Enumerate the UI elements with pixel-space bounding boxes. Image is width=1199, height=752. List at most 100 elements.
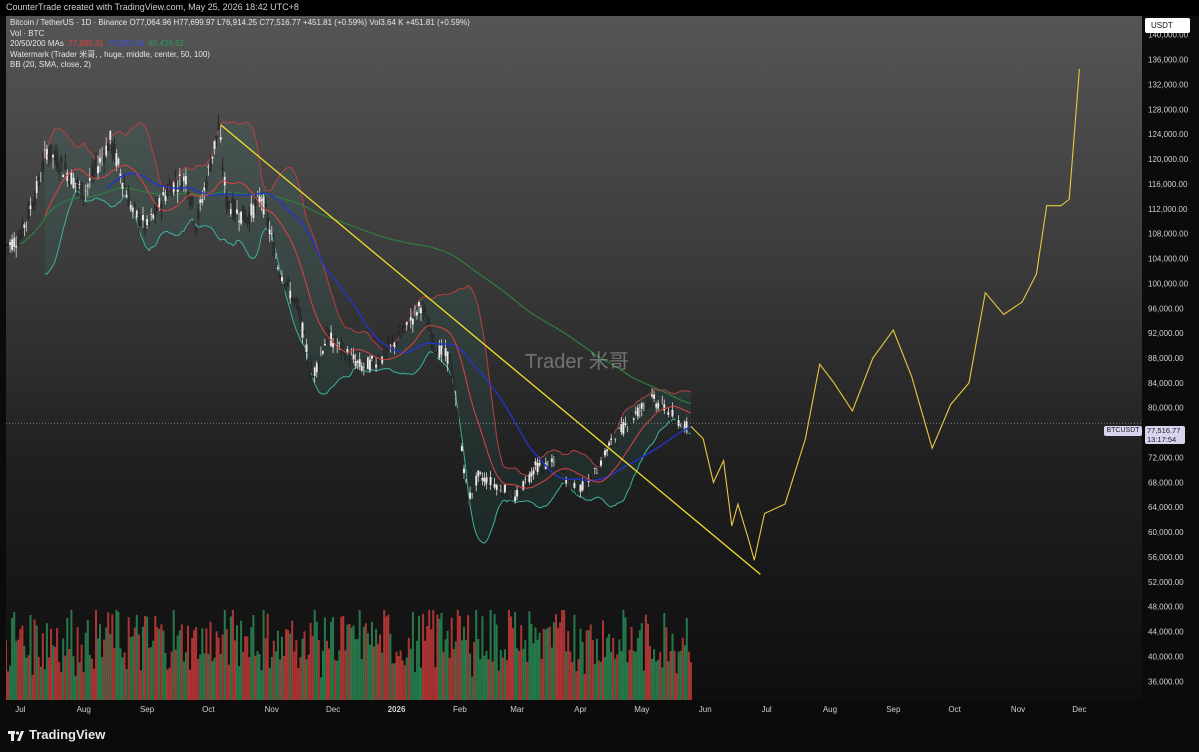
ma50-value: 76,953.46 bbox=[108, 39, 144, 48]
candle-body bbox=[51, 154, 55, 158]
volume-bar bbox=[371, 621, 373, 700]
candle-body bbox=[397, 331, 400, 338]
candle-body bbox=[356, 360, 359, 364]
volume-bar bbox=[123, 652, 126, 700]
candle-body bbox=[284, 283, 288, 287]
candle-body bbox=[411, 318, 415, 325]
bb-lower-line bbox=[44, 190, 692, 544]
candle-body bbox=[552, 462, 556, 464]
volume-bar bbox=[160, 624, 163, 700]
volume-bar bbox=[315, 621, 318, 700]
volume-bar bbox=[146, 616, 149, 700]
volume-bar bbox=[201, 628, 204, 700]
candle-body bbox=[413, 308, 417, 310]
volume-bar bbox=[546, 628, 549, 700]
price-chart[interactable] bbox=[6, 16, 1142, 700]
projection-path bbox=[690, 68, 1080, 561]
candle-body bbox=[43, 149, 47, 151]
volume-bar bbox=[9, 665, 12, 700]
volume-bar bbox=[39, 666, 42, 700]
downtrend-line bbox=[220, 124, 761, 575]
volume-bar bbox=[291, 620, 294, 700]
volume-bar bbox=[342, 616, 345, 700]
candle-body bbox=[293, 299, 296, 301]
volume-bar bbox=[465, 640, 467, 700]
currency-button[interactable]: USDT bbox=[1145, 18, 1190, 33]
volume-bar bbox=[293, 651, 296, 700]
volume-bar bbox=[252, 615, 255, 700]
volume-bar bbox=[260, 670, 263, 700]
volume-bar bbox=[279, 659, 281, 700]
volume-bar bbox=[334, 660, 337, 700]
volume-bar bbox=[270, 657, 273, 700]
volume-bar bbox=[117, 611, 120, 700]
candle-body bbox=[368, 359, 372, 371]
volume-bar bbox=[244, 636, 247, 700]
candle-body bbox=[471, 493, 474, 495]
volume-bar bbox=[193, 630, 196, 700]
volume-bar bbox=[657, 659, 660, 700]
volume-bar bbox=[311, 636, 314, 700]
candle-body bbox=[558, 466, 562, 468]
candle-body bbox=[152, 214, 155, 219]
candle-body bbox=[321, 350, 325, 354]
volume-bar bbox=[608, 633, 611, 700]
volume-bar bbox=[411, 612, 414, 700]
candle-body bbox=[106, 143, 110, 151]
candle-body bbox=[509, 489, 513, 499]
candle-body bbox=[317, 362, 321, 366]
candle-body bbox=[180, 183, 183, 190]
y-tick-label: 120,000.00 bbox=[1148, 155, 1189, 164]
x-tick-label: Dec bbox=[326, 705, 340, 714]
candle-body bbox=[376, 359, 380, 364]
candle-body bbox=[624, 423, 627, 426]
volume-bar bbox=[11, 618, 14, 700]
candle-body bbox=[513, 496, 517, 502]
caption-text: CounterTrade created with TradingView.co… bbox=[6, 2, 299, 12]
x-tick-label: Sep bbox=[886, 705, 901, 714]
x-tick-label: Aug bbox=[823, 705, 837, 714]
candle-body bbox=[436, 352, 439, 358]
candle-body bbox=[199, 199, 202, 204]
chart-pane[interactable] bbox=[6, 16, 1142, 700]
tradingview-logo[interactable]: TradingView bbox=[8, 727, 105, 742]
candle-body bbox=[205, 180, 208, 189]
volume-bar bbox=[444, 639, 447, 700]
candle-body bbox=[182, 176, 186, 182]
volume-bar bbox=[667, 661, 670, 700]
candle-body bbox=[440, 345, 443, 355]
volume-bar bbox=[381, 652, 384, 700]
volume-bar bbox=[348, 623, 351, 700]
candle-body bbox=[47, 154, 51, 159]
volume-bar bbox=[428, 610, 431, 700]
candle-body bbox=[569, 481, 572, 490]
candle-body bbox=[178, 174, 181, 177]
candle-body bbox=[665, 410, 668, 416]
volume-bar bbox=[663, 613, 666, 700]
candle-body bbox=[450, 368, 453, 378]
volume-bar bbox=[446, 630, 449, 700]
volume-bar bbox=[166, 669, 169, 700]
candle-body bbox=[10, 239, 14, 251]
volume-bar bbox=[174, 649, 177, 700]
volume-bar bbox=[88, 654, 91, 700]
volume-bar bbox=[373, 646, 375, 700]
candle-body bbox=[519, 493, 523, 495]
volume-bar bbox=[27, 655, 30, 700]
volume-bar bbox=[534, 627, 537, 700]
candle-body bbox=[656, 402, 660, 410]
last-price: 77,516.77 bbox=[1147, 426, 1181, 435]
volume-bar bbox=[328, 648, 330, 700]
candle-body bbox=[323, 343, 327, 346]
candle-body bbox=[154, 204, 157, 216]
candle-body bbox=[483, 477, 486, 483]
volume-bar bbox=[182, 661, 185, 700]
volume-bar bbox=[86, 619, 89, 700]
y-tick-label: 92,000.00 bbox=[1148, 329, 1184, 338]
volume-bar bbox=[187, 625, 189, 700]
candle-body bbox=[566, 477, 570, 485]
volume-bar bbox=[630, 626, 633, 700]
volume-bar bbox=[552, 622, 555, 700]
volume-bar bbox=[246, 636, 249, 700]
candle-body bbox=[215, 135, 218, 138]
